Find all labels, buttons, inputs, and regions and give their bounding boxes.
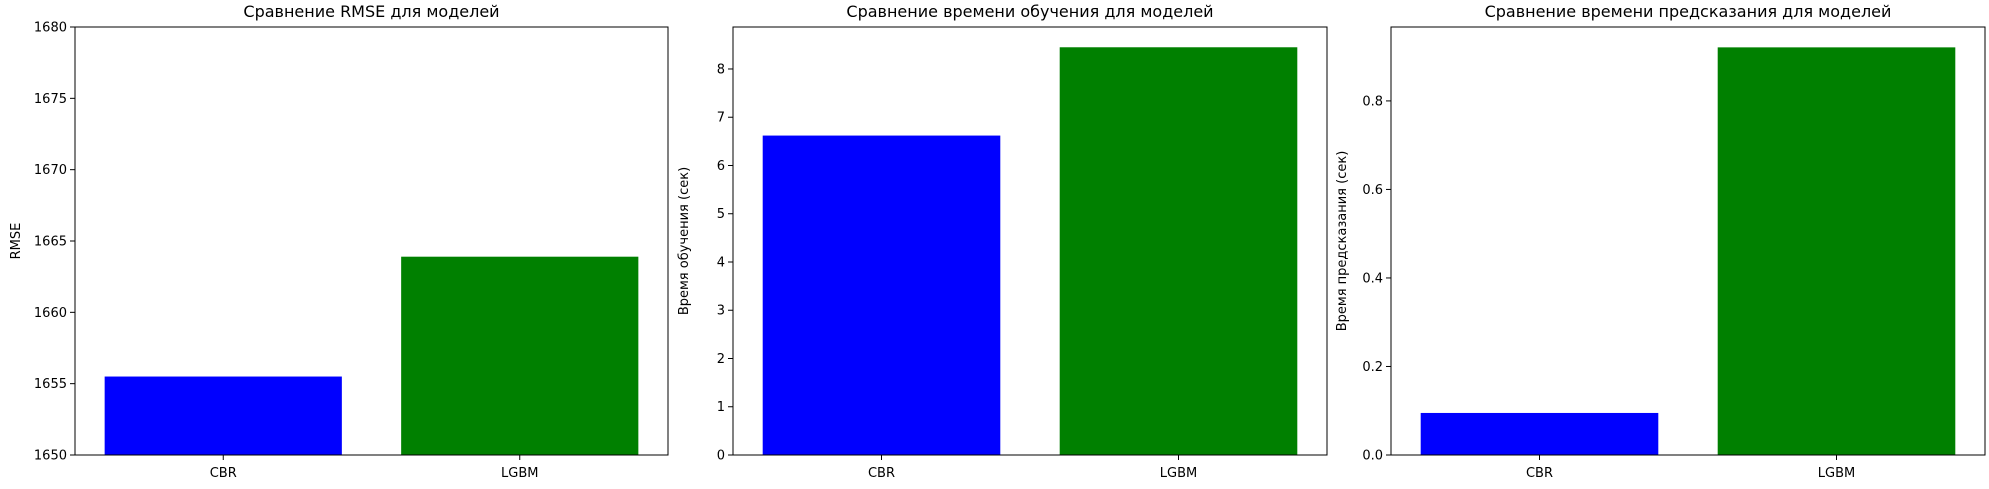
- y-tick-label: 0.6: [1362, 183, 1383, 198]
- y-tick-label: 1650: [34, 449, 67, 464]
- bar-lgbm: [1717, 47, 1956, 456]
- chart-title: Сравнение времени предсказания для модел…: [1485, 2, 1892, 21]
- bar-cbr: [762, 135, 1001, 455]
- y-tick-label: 1655: [34, 377, 67, 392]
- y-tick-label: 2: [717, 352, 725, 367]
- y-tick-label: 5: [717, 207, 725, 222]
- y-axis-label: RMSE: [9, 223, 24, 260]
- chart-title: Сравнение RMSE для моделей: [243, 2, 499, 21]
- x-tick-label: LGBM: [1818, 466, 1855, 481]
- chart-1: Сравнение RMSE для моделей CBR LGBM 1650 165…: [9, 2, 669, 481]
- y-tick-label: 0: [717, 449, 725, 464]
- y-tick-label: 1660: [34, 306, 67, 321]
- y-tick-label: 8: [717, 62, 725, 77]
- x-tick-label: CBR: [210, 466, 237, 481]
- x-tick-label: LGBM: [1160, 466, 1197, 481]
- y-axis-label: Время предсказания (сек): [1335, 151, 1350, 332]
- chart-3: Сравнение времени предсказания для модел…: [1335, 2, 1986, 481]
- bar-lgbm: [401, 256, 639, 455]
- axes-frame: [1390, 26, 1986, 456]
- y-tick-label: 0.0: [1362, 449, 1383, 464]
- y-tick-label: 1670: [34, 163, 67, 178]
- chart-title: Сравнение времени обучения для моделей: [846, 2, 1213, 21]
- y-tick-label: 7: [717, 111, 725, 126]
- bar-cbr: [1420, 412, 1659, 455]
- y-tick-label: 1: [717, 400, 725, 415]
- y-tick-label: 3: [717, 304, 725, 319]
- bar-cbr: [104, 376, 342, 455]
- bar-lgbm: [1059, 47, 1298, 456]
- y-tick-label: 0.4: [1362, 271, 1383, 286]
- y-tick-label: 1680: [34, 21, 67, 36]
- y-axis-label: Время обучения (сек): [677, 167, 692, 315]
- x-tick-label: CBR: [868, 466, 895, 481]
- y-tick-label: 0.2: [1362, 360, 1383, 375]
- axes-frame: [74, 26, 669, 456]
- x-tick-label: CBR: [1526, 466, 1553, 481]
- y-tick-label: 4: [717, 255, 725, 270]
- x-tick-label: LGBM: [501, 466, 538, 481]
- axes-frame: [732, 26, 1328, 456]
- chart-2: Сравнение времени обучения для моделей CB…: [677, 2, 1328, 481]
- y-tick-label: 1665: [34, 235, 67, 250]
- y-tick-label: 1675: [34, 92, 67, 107]
- y-tick-label: 0.8: [1362, 94, 1383, 109]
- y-tick-label: 6: [717, 159, 725, 174]
